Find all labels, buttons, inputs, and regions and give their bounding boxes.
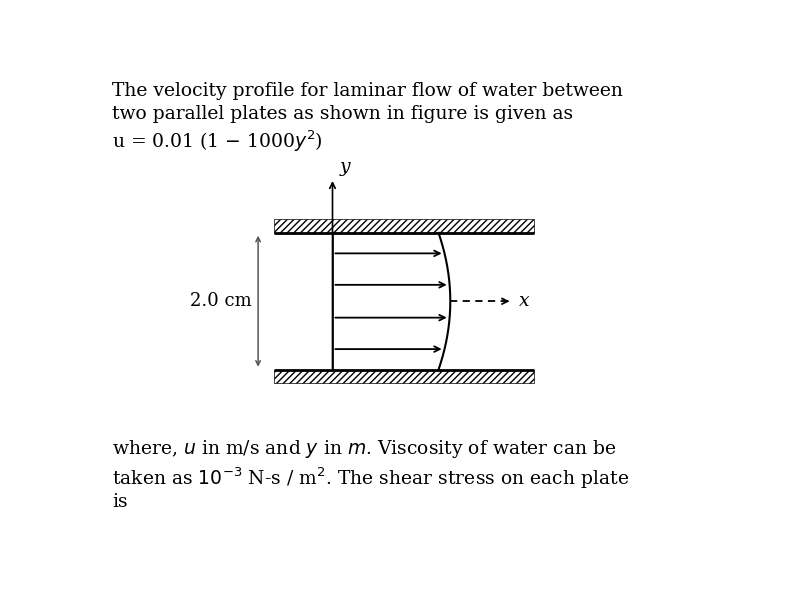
Text: 2.0 cm: 2.0 cm xyxy=(190,292,252,310)
Text: The velocity profile for laminar flow of water between: The velocity profile for laminar flow of… xyxy=(112,82,623,101)
Text: where, $u$ in m/s and $y$ in $m$. Viscosity of water can be: where, $u$ in m/s and $y$ in $m$. Viscos… xyxy=(112,438,617,460)
Text: u = 0.01 (1 $-$ 1000$y^2$): u = 0.01 (1 $-$ 1000$y^2$) xyxy=(112,128,323,153)
Text: taken as $10^{-3}$ N-s / m$^2$. The shear stress on each plate: taken as $10^{-3}$ N-s / m$^2$. The shea… xyxy=(112,465,630,491)
Text: y: y xyxy=(340,158,350,176)
Text: is: is xyxy=(112,493,128,511)
Text: two parallel plates as shown in figure is given as: two parallel plates as shown in figure i… xyxy=(112,105,574,123)
Text: x: x xyxy=(518,292,529,310)
